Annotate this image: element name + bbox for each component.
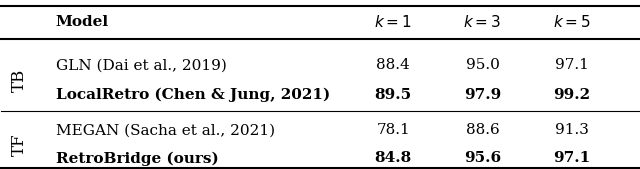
Text: 78.1: 78.1 [376, 123, 410, 137]
Text: $k=5$: $k=5$ [553, 14, 591, 30]
Text: 95.0: 95.0 [465, 58, 499, 72]
Text: MEGAN (Sacha et al., 2021): MEGAN (Sacha et al., 2021) [56, 123, 275, 137]
Text: 97.9: 97.9 [464, 88, 501, 102]
Text: GLN (Dai et al., 2019): GLN (Dai et al., 2019) [56, 58, 227, 72]
Text: TB: TB [11, 69, 28, 92]
Text: 91.3: 91.3 [555, 123, 589, 137]
Text: $k=1$: $k=1$ [374, 14, 412, 30]
Text: 99.2: 99.2 [553, 88, 590, 102]
Text: RetroBridge (ours): RetroBridge (ours) [56, 151, 218, 166]
Text: $k=3$: $k=3$ [463, 14, 502, 30]
Text: 97.1: 97.1 [553, 151, 590, 165]
Text: 84.8: 84.8 [374, 151, 412, 165]
Text: Model: Model [56, 15, 109, 29]
Text: LocalRetro (Chen & Jung, 2021): LocalRetro (Chen & Jung, 2021) [56, 88, 330, 102]
Text: 89.5: 89.5 [374, 88, 412, 102]
Text: 97.1: 97.1 [555, 58, 589, 72]
Text: 95.6: 95.6 [464, 151, 501, 165]
Text: TF: TF [11, 133, 28, 156]
Text: 88.6: 88.6 [466, 123, 499, 137]
Text: 88.4: 88.4 [376, 58, 410, 72]
